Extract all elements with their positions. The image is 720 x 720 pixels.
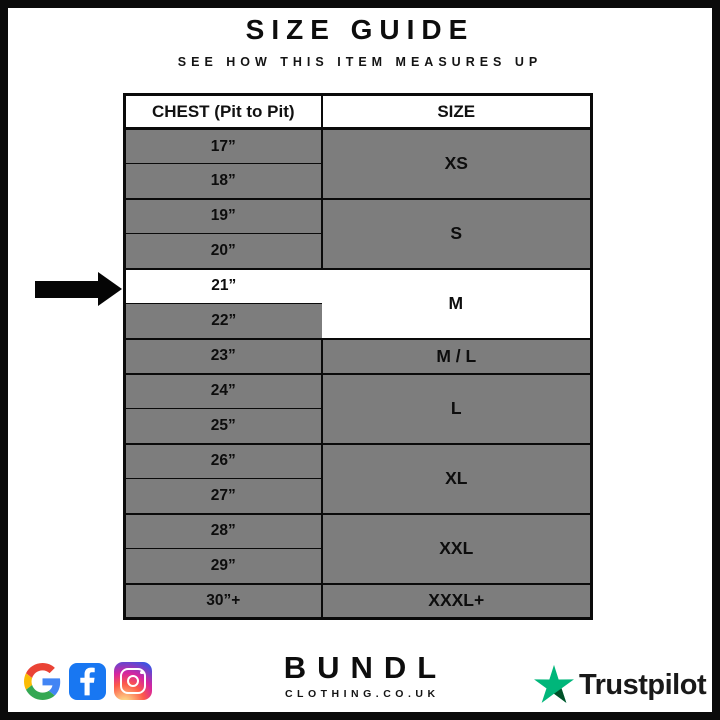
table-header-row: CHEST (Pit to Pit) SIZE [124,94,592,130]
chest-cell: 17” [124,127,322,164]
chest-cell: 18” [124,163,322,199]
table-row: 25” [124,408,592,444]
chest-cell: 28” [124,512,322,549]
table-row: 26” XL [124,442,592,514]
highlight-arrow-icon [35,272,122,307]
size-cell-xs: XS [320,127,592,199]
table-row: 22” [124,303,592,339]
size-cell-xxxl: XXXL+ [320,582,592,619]
table-row: 30”+ XXXL+ [124,582,592,619]
chest-cell: 30”+ [124,582,322,619]
brand-logo: BUNDL CLOTHING.CO.UK [8,650,712,700]
footer: BUNDL CLOTHING.CO.UK Trustpilot [8,648,712,712]
chest-cell: 27” [124,478,322,514]
chest-cell: 26” [124,442,322,479]
size-table: CHEST (Pit to Pit) SIZE 17” XS 18” 19” S… [123,93,593,620]
size-cell-xxl: XXL [320,512,592,584]
chest-cell-highlighted: 21” [124,267,322,304]
size-cell-s: S [320,197,592,269]
chest-cell: 25” [124,408,322,444]
trustpilot-star-icon [534,664,574,703]
page-subtitle: SEE HOW THIS ITEM MEASURES UP [177,55,543,69]
brand-name: BUNDL [283,650,448,685]
instagram-icon [114,662,152,700]
table-row: 19” S [124,197,592,269]
size-cell-m-l: M / L [320,337,592,374]
google-icon [24,662,61,700]
trustpilot-logo: Trustpilot [533,664,707,706]
table-row: 20” [124,233,592,269]
chest-cell: 29” [124,548,322,584]
table-row: 23” M / L [124,337,592,374]
size-cell-l: L [320,372,592,444]
table-row: 29” [124,548,592,584]
size-column-header: SIZE [320,94,592,130]
page-title: SIZE GUIDE [245,14,475,45]
table-row: 24” L [124,372,592,444]
chest-cell: 23” [124,337,322,374]
table-row: 28” XXL [124,512,592,584]
trustpilot-label: Trustpilot [579,668,707,701]
table-row: 17” XS [124,127,592,199]
table-row: 18” [124,163,592,199]
chest-column-header: CHEST (Pit to Pit) [124,94,322,130]
size-cell-m-highlighted: M [321,267,592,339]
chest-cell: 24” [124,372,322,409]
chest-cell: 22” [124,303,322,339]
chest-cell: 20” [124,233,322,269]
brand-domain: CLOTHING.CO.UK [284,688,440,700]
table-row-highlighted: 21” M [124,267,592,339]
social-icons [24,662,152,700]
chest-cell: 19” [124,197,322,234]
table-row: 27” [124,478,592,514]
size-cell-xl: XL [320,442,592,514]
facebook-icon [69,662,106,700]
